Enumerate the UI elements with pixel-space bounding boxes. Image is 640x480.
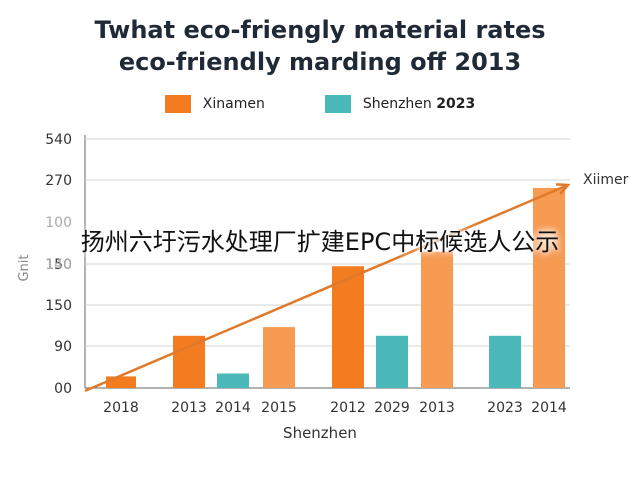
bar — [217, 373, 249, 388]
y-tick-label: 540 — [45, 132, 72, 148]
bar — [173, 335, 205, 388]
x-tick-label: 2015 — [261, 400, 297, 416]
trend-line — [84, 183, 569, 393]
y-tick-label-faded: 100 — [45, 215, 72, 231]
bar — [421, 251, 453, 388]
legend-item-xinamen: Xinamen — [164, 95, 265, 113]
legend-item-shenzhen: Shenzhen 2023 — [324, 95, 475, 113]
bar — [263, 327, 295, 388]
chart-legend: Xinamen Shenzhen 2023 — [0, 94, 640, 114]
bar — [489, 335, 521, 388]
y-tick-label: 150 — [45, 298, 72, 314]
bar — [533, 187, 565, 388]
overlay-caption: 扬州六圩污水处理厂扩建EPC中标候选人公示 — [80, 228, 560, 256]
x-tick-label: 2029 — [374, 400, 410, 416]
x-tick-label: 2013 — [419, 400, 455, 416]
x-tick-label: 2013 — [171, 400, 207, 416]
bar — [376, 335, 408, 388]
x-axis-label: Shenzhen — [283, 424, 357, 442]
x-tick-label: 2023 — [487, 400, 523, 416]
trend-arrowhead — [555, 183, 571, 195]
trend-label: Xiimer — [583, 172, 629, 188]
legend-swatch-teal — [324, 95, 351, 113]
y-tick-label: 90 — [54, 339, 72, 355]
x-tick-label: 2012 — [330, 400, 366, 416]
legend-swatch-orange — [164, 95, 191, 113]
y-tick-label: 00 — [54, 381, 72, 397]
chart-title-line-1: Twhat eco-friengly material rates — [94, 16, 546, 44]
y-tick-label-faded: 140 — [45, 257, 72, 273]
legend-label-shenzhen: Shenzhen 2023 — [363, 96, 475, 112]
y-tick-label: 150 — [45, 257, 72, 273]
chart-title: Twhat eco-friengly material rates eco-fr… — [0, 14, 640, 78]
y-tick-label: 270 — [45, 173, 72, 189]
legend-label-shenzhen-year: 2023 — [436, 96, 476, 112]
legend-label-xinamen: Xinamen — [202, 96, 265, 112]
bar — [106, 376, 136, 388]
y-axis-label: Gnit — [17, 254, 32, 281]
x-tick-label: 2018 — [103, 400, 139, 416]
x-tick-label: 2014 — [215, 400, 251, 416]
chart-title-line-2: eco-friendly marding off 2013 — [118, 48, 522, 76]
x-tick-label: 2014 — [531, 400, 567, 416]
legend-label-shenzhen-name: Shenzhen — [362, 96, 432, 112]
bar — [332, 266, 364, 388]
